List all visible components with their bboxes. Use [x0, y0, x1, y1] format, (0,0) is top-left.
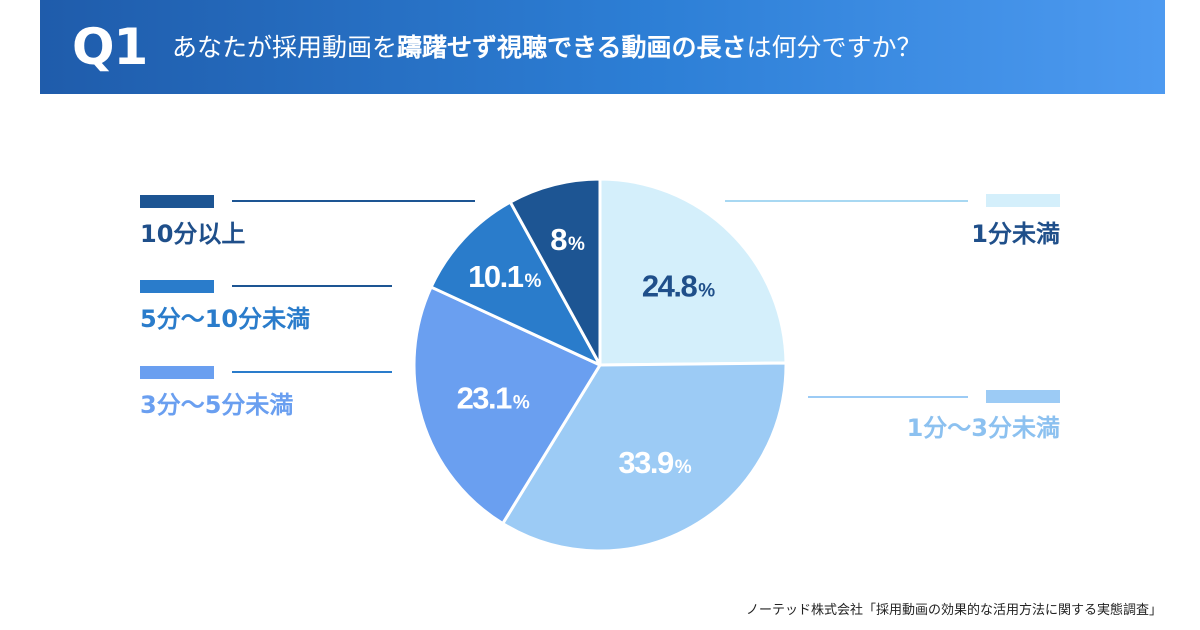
slice-label-under-1min: 24.8%	[642, 269, 715, 304]
legend-label-3-5min: 3分〜5分未満	[140, 391, 294, 419]
legend-label-1-3min: 1分〜3分未満	[906, 414, 1060, 442]
legend-label-5-10min: 5分〜10分未満	[140, 305, 311, 333]
source-credit: ノーテッド株式会社「採用動画の効果的な活用方法に関する実態調査」	[745, 603, 1162, 618]
legend-swatch-3-5min	[140, 366, 214, 379]
pie-slice-10min-plus	[508, 177, 602, 367]
leader-line-5-10min	[232, 285, 392, 287]
legend-label-10min-plus: 10分以上	[140, 220, 246, 248]
leader-line-10min-plus	[232, 200, 475, 202]
pie-slice-5-10min	[429, 200, 602, 367]
question-text-bold: 躊躇せず視聴できる動画の長さ	[397, 33, 747, 62]
leader-line-3-5min	[232, 371, 392, 373]
legend-label-under-1min: 1分未満	[971, 220, 1060, 248]
slice-label-1-3min: 33.9%	[618, 445, 691, 480]
question-number: Q1	[72, 18, 148, 76]
legend-swatch-10min-plus	[140, 195, 214, 208]
legend-swatch-1-3min	[986, 390, 1060, 403]
header-banner	[40, 0, 1165, 94]
leader-line-1-3min	[808, 396, 968, 398]
slice-label-5-10min: 10.1%	[468, 259, 541, 294]
question-text: あなたが採用動画を躊躇せず視聴できる動画の長さは何分ですか？	[172, 28, 1132, 68]
pie-slice-3-5min	[412, 285, 602, 526]
leader-line-under-1min	[725, 200, 968, 202]
question-text-post: は何分ですか？	[746, 33, 922, 62]
question-text-pre: あなたが採用動画を	[172, 33, 398, 62]
legend-swatch-5-10min	[140, 280, 214, 293]
legend-swatch-under-1min	[986, 194, 1060, 207]
slice-label-10min-plus: 8%	[550, 222, 585, 257]
pie-slice-under-1min	[598, 177, 788, 367]
slice-label-3-5min: 23.1%	[457, 380, 530, 415]
